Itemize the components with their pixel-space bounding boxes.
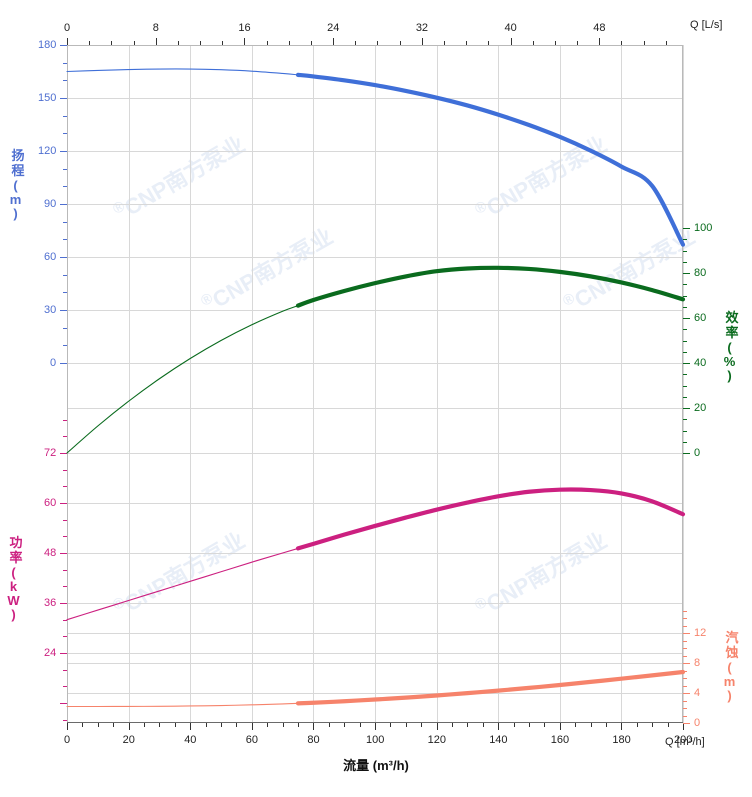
tick-bottom-60: 60	[245, 734, 259, 746]
curve-npsh-thin	[66, 702, 299, 708]
tick-bottom-180: 180	[612, 734, 631, 746]
tick-top-16: 16	[238, 22, 251, 34]
tick-head-150: 150	[38, 92, 57, 104]
tick-bottom-140: 140	[489, 734, 508, 746]
tick-npsh-12: 12	[694, 627, 707, 639]
tick-power-48: 48	[44, 547, 57, 559]
tick-head-180: 180	[38, 39, 57, 51]
axis-title-npsh-cn: 汽蚀	[725, 630, 739, 660]
axis-title-efficiency-cn: 效率	[725, 310, 739, 340]
curve-power-duty	[295, 487, 686, 551]
tick-bottom-80: 80	[307, 734, 320, 746]
curve-efficiency-duty	[295, 265, 686, 308]
tick-npsh-0: 0	[694, 717, 701, 729]
tick-power-24: 24	[44, 647, 57, 659]
tick-bottom-0: 0	[64, 734, 71, 746]
tick-head-90: 90	[44, 198, 57, 210]
curve-npsh-duty	[295, 669, 686, 706]
tick-power-60: 60	[44, 497, 57, 509]
tick-bottom-200: 200	[674, 734, 693, 746]
tick-eff-40: 40	[694, 357, 707, 369]
tick-power-72: 72	[44, 447, 57, 459]
tick-bottom-120: 120	[427, 734, 446, 746]
tick-bottom-100: 100	[366, 734, 385, 746]
tick-eff-80: 80	[694, 267, 707, 279]
tick-top-48: 48	[593, 22, 606, 34]
axis-title-power: 功率 (kW)	[6, 535, 26, 621]
tick-head-0: 0	[50, 357, 57, 369]
x-axis-title: 流量 (m³/h)	[343, 758, 409, 773]
tick-eff-0: 0	[694, 447, 701, 459]
axis-title-npsh-unit: (m)	[722, 660, 737, 702]
tick-power-36: 36	[44, 597, 57, 609]
tick-top-8: 8	[152, 22, 159, 34]
tick-eff-20: 20	[694, 402, 707, 414]
curve-layer	[66, 68, 686, 708]
curve-head-thin	[66, 68, 299, 76]
tick-bottom-20: 20	[122, 734, 135, 746]
tick-top-32: 32	[415, 22, 429, 34]
tick-top-24: 24	[327, 22, 340, 34]
plot-area	[60, 38, 690, 730]
axis-title-head: 扬程 (m)	[8, 148, 28, 220]
axis-title-power-cn: 功率	[9, 535, 23, 565]
tick-eff-60: 60	[694, 312, 707, 324]
tick-eff-100: 100	[694, 222, 713, 234]
tick-npsh-4: 4	[694, 687, 701, 699]
axis-title-npsh: 汽蚀 (m)	[722, 630, 742, 702]
axis-title-head-unit: (m)	[8, 178, 23, 220]
tick-npsh-8: 8	[694, 657, 701, 669]
grid-layer	[60, 38, 690, 730]
tick-head-120: 120	[38, 145, 57, 157]
tick-head-30: 30	[44, 304, 57, 316]
axis-title-efficiency-unit: (%)	[722, 340, 737, 382]
axis-title-head-cn: 扬程	[11, 148, 25, 178]
tick-top-0: 0	[64, 22, 71, 34]
curve-efficiency-thin	[66, 305, 299, 454]
axis-unit-bottom: Q [m³/h]	[665, 736, 705, 748]
tick-bottom-160: 160	[550, 734, 570, 746]
tick-top-40: 40	[504, 22, 517, 34]
axis-title-efficiency: 效率 (%)	[722, 310, 742, 382]
curve-power-thin	[66, 547, 299, 621]
curve-head-duty	[295, 72, 686, 247]
axis-unit-top: Q [L/s]	[690, 19, 723, 31]
axis-title-power-unit: (kW)	[6, 565, 21, 621]
tick-head-60: 60	[44, 251, 57, 263]
tick-bottom-40: 40	[184, 734, 197, 746]
